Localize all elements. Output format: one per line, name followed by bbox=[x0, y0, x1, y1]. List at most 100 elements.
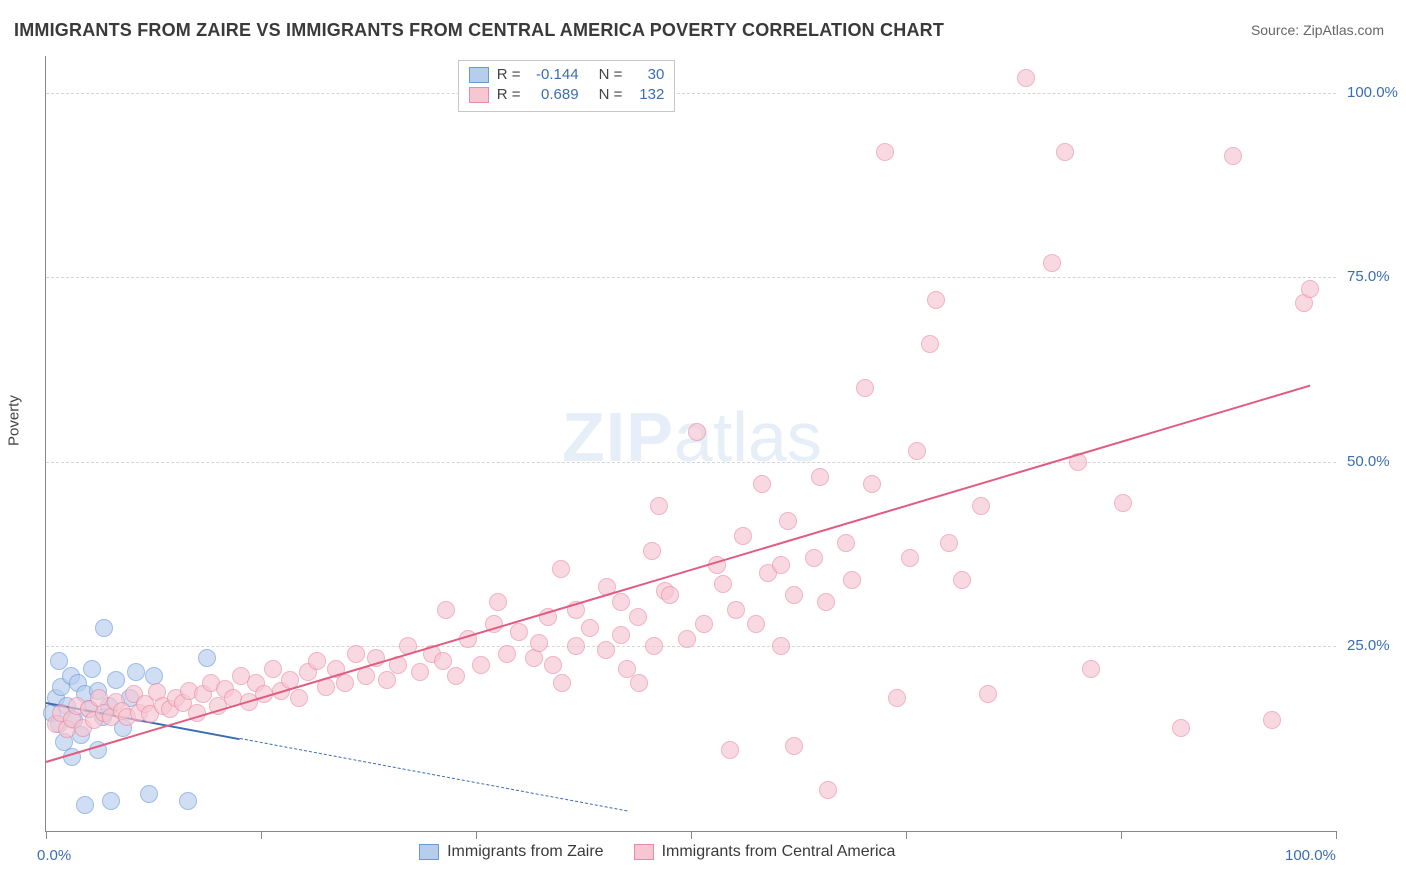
scatter-point-central_america bbox=[901, 549, 919, 567]
trend-line bbox=[239, 738, 626, 811]
x-tick-mark bbox=[1121, 831, 1122, 839]
x-tick-mark bbox=[1336, 831, 1337, 839]
scatter-point-central_america bbox=[581, 619, 599, 637]
legend-row: R =-0.144N =30 bbox=[469, 65, 665, 85]
scatter-point-central_america bbox=[1114, 494, 1132, 512]
source-name: ZipAtlas.com bbox=[1303, 22, 1384, 38]
scatter-point-central_america bbox=[785, 586, 803, 604]
trend-line bbox=[46, 384, 1311, 762]
scatter-point-central_america bbox=[979, 685, 997, 703]
scatter-point-zaire bbox=[140, 785, 158, 803]
scatter-point-central_america bbox=[552, 560, 570, 578]
x-tick-label: 100.0% bbox=[1285, 847, 1395, 864]
scatter-point-central_america bbox=[863, 475, 881, 493]
scatter-point-central_america bbox=[678, 630, 696, 648]
scatter-point-central_america bbox=[411, 663, 429, 681]
source-attribution: Source: ZipAtlas.com bbox=[1251, 22, 1384, 38]
scatter-point-central_america bbox=[811, 468, 829, 486]
scatter-point-central_america bbox=[843, 571, 861, 589]
source-label: Source: bbox=[1251, 22, 1303, 38]
correlation-legend: R =-0.144N =30R =0.689N =132 bbox=[458, 60, 676, 112]
watermark-zip: ZIP bbox=[562, 398, 674, 476]
scatter-point-central_america bbox=[747, 615, 765, 633]
scatter-point-central_america bbox=[772, 556, 790, 574]
scatter-point-central_america bbox=[734, 527, 752, 545]
y-axis-label: Poverty bbox=[6, 395, 23, 446]
scatter-point-central_america bbox=[378, 671, 396, 689]
scatter-point-central_america bbox=[567, 637, 585, 655]
y-tick-label: 50.0% bbox=[1347, 453, 1390, 470]
scatter-point-central_america bbox=[347, 645, 365, 663]
scatter-point-central_america bbox=[1224, 147, 1242, 165]
scatter-point-central_america bbox=[650, 497, 668, 515]
scatter-point-central_america bbox=[357, 667, 375, 685]
scatter-point-central_america bbox=[434, 652, 452, 670]
y-tick-label: 100.0% bbox=[1347, 84, 1398, 101]
scatter-point-central_america bbox=[447, 667, 465, 685]
legend-item-label: Immigrants from Zaire bbox=[447, 843, 603, 861]
scatter-point-central_america bbox=[530, 634, 548, 652]
legend-n-label: N = bbox=[599, 85, 623, 105]
gridline bbox=[46, 462, 1336, 463]
scatter-point-central_america bbox=[264, 660, 282, 678]
scatter-point-central_america bbox=[772, 637, 790, 655]
scatter-point-central_america bbox=[817, 593, 835, 611]
scatter-point-central_america bbox=[785, 737, 803, 755]
gridline bbox=[46, 277, 1336, 278]
scatter-point-central_america bbox=[888, 689, 906, 707]
scatter-point-central_america bbox=[753, 475, 771, 493]
scatter-point-central_america bbox=[553, 674, 571, 692]
scatter-point-zaire bbox=[107, 671, 125, 689]
scatter-point-central_america bbox=[1301, 280, 1319, 298]
y-tick-label: 75.0% bbox=[1347, 268, 1390, 285]
legend-r-label: R = bbox=[497, 85, 521, 105]
scatter-point-central_america bbox=[779, 512, 797, 530]
scatter-point-central_america bbox=[805, 549, 823, 567]
x-tick-mark bbox=[46, 831, 47, 839]
x-tick-mark bbox=[261, 831, 262, 839]
y-tick-label: 25.0% bbox=[1347, 637, 1390, 654]
scatter-point-central_america bbox=[972, 497, 990, 515]
legend-row: R =0.689N =132 bbox=[469, 85, 665, 105]
x-tick-mark bbox=[476, 831, 477, 839]
chart-title: IMMIGRANTS FROM ZAIRE VS IMMIGRANTS FROM… bbox=[14, 20, 944, 41]
scatter-point-central_america bbox=[1043, 254, 1061, 272]
scatter-point-central_america bbox=[290, 689, 308, 707]
scatter-point-central_america bbox=[727, 601, 745, 619]
scatter-point-central_america bbox=[437, 601, 455, 619]
scatter-point-central_america bbox=[688, 423, 706, 441]
gridline bbox=[46, 93, 1336, 94]
scatter-point-central_america bbox=[940, 534, 958, 552]
legend-item: Immigrants from Central America bbox=[634, 843, 896, 861]
scatter-point-central_america bbox=[612, 593, 630, 611]
scatter-point-central_america bbox=[336, 674, 354, 692]
legend-r-value: 0.689 bbox=[529, 85, 579, 105]
scatter-point-zaire bbox=[127, 663, 145, 681]
scatter-point-central_america bbox=[643, 542, 661, 560]
scatter-point-central_america bbox=[498, 645, 516, 663]
scatter-point-zaire bbox=[102, 792, 120, 810]
scatter-point-central_america bbox=[629, 608, 647, 626]
scatter-point-zaire bbox=[95, 619, 113, 637]
scatter-point-central_america bbox=[630, 674, 648, 692]
legend-r-value: -0.144 bbox=[529, 65, 579, 85]
legend-item-label: Immigrants from Central America bbox=[662, 843, 896, 861]
scatter-point-central_america bbox=[1082, 660, 1100, 678]
chart-plot-area: ZIPatlas bbox=[45, 56, 1336, 832]
scatter-point-central_america bbox=[308, 652, 326, 670]
scatter-point-central_america bbox=[544, 656, 562, 674]
scatter-point-zaire bbox=[198, 649, 216, 667]
scatter-point-zaire bbox=[83, 660, 101, 678]
scatter-point-central_america bbox=[645, 637, 663, 655]
scatter-point-central_america bbox=[953, 571, 971, 589]
scatter-point-central_america bbox=[612, 626, 630, 644]
scatter-point-central_america bbox=[1263, 711, 1281, 729]
x-tick-mark bbox=[691, 831, 692, 839]
scatter-point-central_america bbox=[1172, 719, 1190, 737]
scatter-point-central_america bbox=[1017, 69, 1035, 87]
legend-n-label: N = bbox=[599, 65, 623, 85]
scatter-point-central_america bbox=[1056, 143, 1074, 161]
scatter-point-central_america bbox=[876, 143, 894, 161]
legend-swatch bbox=[419, 844, 439, 860]
scatter-point-central_america bbox=[489, 593, 507, 611]
